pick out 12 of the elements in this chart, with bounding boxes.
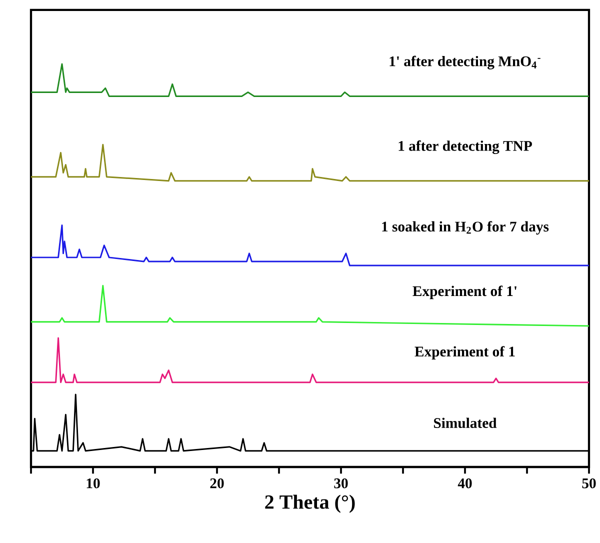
series-label: 1' after detecting MnO$_{4}$- [390,56,540,70]
x-axis-title: 2 Theta (°) [265,494,355,513]
series-label: Simulated [434,418,497,428]
series-label: Experiment of 1' [412,286,516,300]
series-label: Experiment of 1 [414,346,515,360]
text: 1 soaked in H$_{2}$O for 7 days [382,221,549,235]
x-tick-label: 50 [582,478,596,488]
x-tick-label: 30 [334,478,348,488]
x-tick-label: 40 [458,478,472,488]
x-tick-label: 10 [86,478,100,488]
x-tick-label: 20 [210,478,224,488]
series-label: 1 after detecting TNP [398,140,532,154]
